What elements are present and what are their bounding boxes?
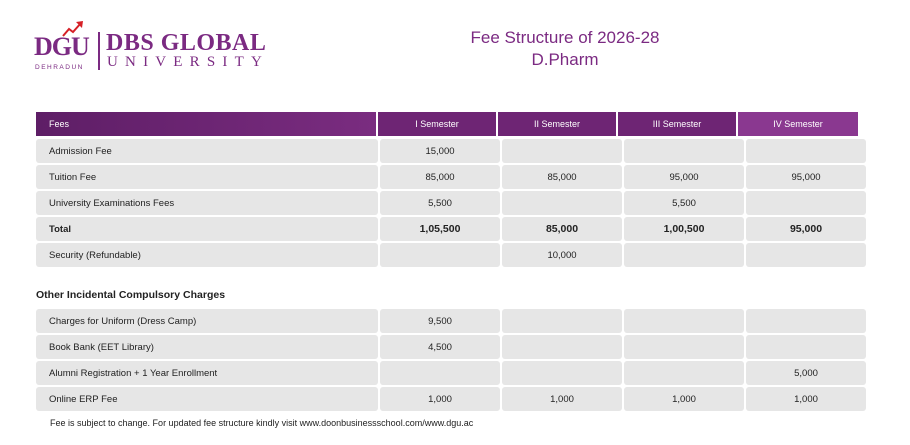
row-value: 95,000 xyxy=(746,165,866,189)
row-label: Charges for Uniform (Dress Camp) xyxy=(36,309,378,333)
row-value xyxy=(502,361,622,385)
row-value: 15,000 xyxy=(380,139,500,163)
row-label: Tuition Fee xyxy=(36,165,378,189)
other-charges-table: Charges for Uniform (Dress Camp) 9,500 B… xyxy=(36,309,866,413)
row-value xyxy=(624,243,744,267)
row-value xyxy=(380,243,500,267)
row-value xyxy=(746,243,866,267)
table-row: Tuition Fee 85,000 85,000 95,000 95,000 xyxy=(36,165,866,189)
row-value: 5,500 xyxy=(380,191,500,215)
row-value xyxy=(746,309,866,333)
row-value: 9,500 xyxy=(380,309,500,333)
row-value xyxy=(624,361,744,385)
row-value: 10,000 xyxy=(502,243,622,267)
logo-brand-line2: UNIVERSITY xyxy=(107,54,269,70)
row-value: 4,500 xyxy=(380,335,500,359)
table-row-total: Total 1,05,500 85,000 1,00,500 95,000 xyxy=(36,217,866,241)
row-value: 5,000 xyxy=(746,361,866,385)
logo-divider xyxy=(98,32,100,70)
row-label: Online ERP Fee xyxy=(36,387,378,411)
row-value: 1,00,500 xyxy=(624,217,744,241)
dgu-logo: DGU DEHRADUN DBS GLOBAL UNIVERSITY xyxy=(34,20,267,75)
row-value: 85,000 xyxy=(380,165,500,189)
row-label: Security (Refundable) xyxy=(36,243,378,267)
row-value xyxy=(746,335,866,359)
table-row: Admission Fee 15,000 xyxy=(36,139,866,163)
table-row: University Examinations Fees 5,500 5,500 xyxy=(36,191,866,215)
table-header-row: Fees I Semester II Semester III Semester… xyxy=(36,112,866,136)
row-value: 1,000 xyxy=(624,387,744,411)
row-label: University Examinations Fees xyxy=(36,191,378,215)
row-value xyxy=(746,191,866,215)
row-value: 1,000 xyxy=(502,387,622,411)
section-title-other-charges: Other Incidental Compulsory Charges xyxy=(36,289,226,301)
row-value xyxy=(624,139,744,163)
row-label: Admission Fee xyxy=(36,139,378,163)
header-sem4: IV Semester xyxy=(738,112,858,136)
row-label: Book Bank (EET Library) xyxy=(36,335,378,359)
row-value: 1,000 xyxy=(746,387,866,411)
row-value: 1,05,500 xyxy=(380,217,500,241)
footnote: Fee is subject to change. For updated fe… xyxy=(50,418,474,428)
logo-dgu: DGU xyxy=(34,32,90,61)
title-line1: Fee Structure of 2026-28 xyxy=(470,28,660,47)
header-sem3: III Semester xyxy=(618,112,738,136)
row-value xyxy=(380,361,500,385)
row-value xyxy=(624,335,744,359)
row-value xyxy=(502,191,622,215)
row-value xyxy=(624,309,744,333)
logo-dehradun: DEHRADUN xyxy=(35,64,84,71)
table-row: Online ERP Fee 1,000 1,000 1,000 1,000 xyxy=(36,387,866,411)
row-value xyxy=(502,335,622,359)
table-row: Charges for Uniform (Dress Camp) 9,500 xyxy=(36,309,866,333)
row-value xyxy=(502,139,622,163)
header-fees: Fees xyxy=(36,112,378,136)
row-value: 5,500 xyxy=(624,191,744,215)
row-label: Alumni Registration + 1 Year Enrollment xyxy=(36,361,378,385)
row-value xyxy=(502,309,622,333)
logo-brand-line1: DBS GLOBAL xyxy=(106,30,267,56)
table-row: Book Bank (EET Library) 4,500 xyxy=(36,335,866,359)
page-title: Fee Structure of 2026-28 D.Pharm xyxy=(440,27,690,71)
table-row: Security (Refundable) 10,000 xyxy=(36,243,866,267)
growth-arrow-icon xyxy=(62,21,83,37)
header-sem1: I Semester xyxy=(378,112,498,136)
row-value: 1,000 xyxy=(380,387,500,411)
table-row: Alumni Registration + 1 Year Enrollment … xyxy=(36,361,866,385)
row-value: 95,000 xyxy=(624,165,744,189)
row-value: 95,000 xyxy=(746,217,866,241)
row-value xyxy=(746,139,866,163)
header-sem2: II Semester xyxy=(498,112,618,136)
row-value: 85,000 xyxy=(502,165,622,189)
title-line2: D.Pharm xyxy=(531,50,599,69)
row-label: Total xyxy=(36,217,378,241)
fee-table: Fees I Semester II Semester III Semester… xyxy=(36,112,866,269)
row-value: 85,000 xyxy=(502,217,622,241)
